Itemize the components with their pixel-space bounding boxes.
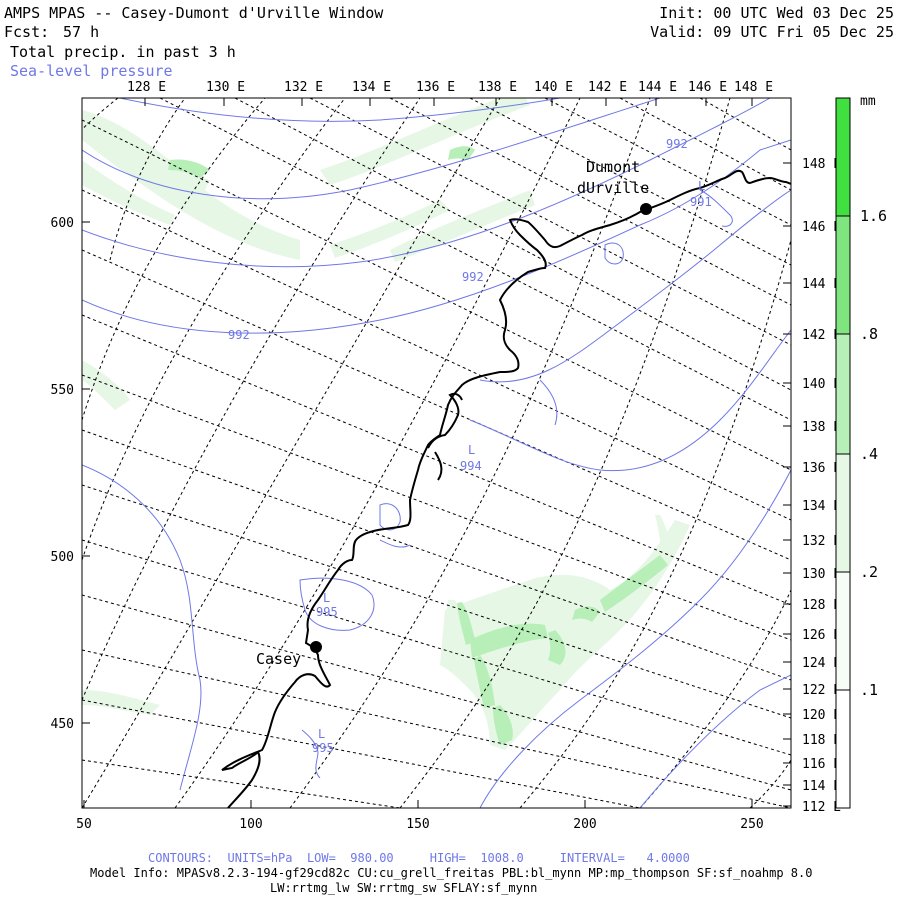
colorbar: mm .1 .2 .4 .8 1.6 (835, 94, 887, 809)
low-marker: L (468, 443, 475, 457)
colorbar-tick: .1 (860, 681, 878, 699)
colorbar-segment (836, 98, 850, 216)
precip-shading (82, 98, 690, 750)
coastline (221, 169, 791, 808)
forecast-hour: 57 h (63, 23, 100, 41)
lat-label: 116 E (802, 757, 841, 772)
field-name: Total precip. in past 3 h (10, 43, 236, 61)
lat-label: 120 E (802, 708, 841, 723)
contour-label: 991 (690, 195, 712, 209)
lon-label: 136 E (416, 80, 455, 95)
lat-label: 132 E (802, 534, 841, 549)
overlay-name: Sea-level pressure (10, 62, 173, 80)
colorbar-segment (836, 572, 850, 690)
lat-label: 128 E (802, 598, 841, 613)
lat-label: 140 E (802, 377, 841, 392)
colorbar-unit: mm (860, 94, 876, 109)
casey-station-marker (310, 641, 322, 653)
lon-label: 130 E (206, 80, 245, 95)
lon-label: 132 E (284, 80, 323, 95)
model-info-line2: LW:rrtmg_lw SW:rrtmg_sw SFLAY:sf_mynn (270, 881, 538, 895)
casey-label: Casey (256, 650, 301, 668)
lat-label: 130 E (802, 567, 841, 582)
lon-label: 138 E (478, 80, 517, 95)
valid-time: Valid: 09 UTC Fri 05 Dec 25 (650, 23, 894, 41)
dumont-label-line1: Dumont (586, 158, 640, 176)
lon-label: 144 E (638, 80, 677, 95)
dumont-label-line2: dUrville (577, 179, 649, 197)
graticule (82, 98, 791, 808)
low-marker: L (698, 179, 705, 193)
lat-label: 134 E (802, 499, 841, 514)
lat-label: 148 E (802, 157, 841, 172)
lon-label: 142 E (588, 80, 627, 95)
colorbar-tick: 1.6 (860, 207, 887, 225)
lon-label: 128 E (127, 80, 166, 95)
contour-label: 994 (460, 459, 482, 473)
colorbar-tick: .8 (860, 325, 878, 343)
x-tick-label: 200 (573, 817, 596, 832)
bottom-x-labels: 50 100 150 200 250 (76, 817, 764, 832)
x-tick-label: 250 (740, 817, 763, 832)
contour-label: 995 (316, 605, 338, 619)
lat-label: 144 E (802, 277, 841, 292)
lat-label: 112 E (802, 800, 841, 815)
colorbar-tick: .4 (860, 445, 878, 463)
lat-label: 118 E (802, 733, 841, 748)
low-marker: L (318, 727, 325, 741)
lon-label: 140 E (534, 80, 573, 95)
lat-label: 122 E (802, 683, 841, 698)
colorbar-segment (836, 690, 850, 808)
lat-label: 138 E (802, 420, 841, 435)
y-tick-label: 450 (51, 717, 74, 732)
x-tick-label: 100 (239, 817, 262, 832)
lat-label: 146 E (802, 220, 841, 235)
lon-label: 134 E (352, 80, 391, 95)
forecast-label: Fcst: (4, 23, 50, 41)
y-tick-label: 600 (51, 216, 74, 231)
left-y-labels: 600 550 500 450 (51, 216, 74, 732)
map-title: AMPS MPAS -- Casey-Dumont d'Urville Wind… (4, 4, 384, 22)
x-tick-label: 50 (76, 817, 92, 832)
low-marker: L (323, 591, 330, 605)
colorbar-segment (836, 454, 850, 572)
contour-label: 995 (312, 741, 334, 755)
lat-label: 136 E (802, 461, 841, 476)
colorbar-segment (836, 334, 850, 454)
pressure-contours (82, 98, 791, 808)
right-lat-labels: 148 E 146 E 144 E 142 E 140 E 138 E 136 … (802, 157, 841, 815)
contour-label: 992 (462, 270, 484, 284)
lat-label: 124 E (802, 656, 841, 671)
lon-label: 148 E (734, 80, 773, 95)
y-tick-label: 500 (51, 550, 74, 565)
contour-label: 992 (666, 137, 688, 151)
lat-label: 126 E (802, 628, 841, 643)
x-tick-label: 150 (406, 817, 429, 832)
colorbar-segment (836, 216, 850, 334)
lon-label: 146 E (688, 80, 727, 95)
lat-label: 142 E (802, 328, 841, 343)
top-lon-labels: 128 E 130 E 132 E 134 E 136 E 138 E 140 … (127, 80, 773, 95)
y-tick-label: 550 (51, 383, 74, 398)
init-time: Init: 00 UTC Wed 03 Dec 25 (659, 4, 894, 22)
dumont-durville-station-marker (640, 203, 652, 215)
lat-label: 114 E (802, 779, 841, 794)
plot-frame (81, 97, 792, 809)
model-info: Model Info: MPASv8.2.3-194-gf29cd82c CU:… (90, 866, 813, 880)
contour-label: 992 (228, 328, 250, 342)
colorbar-tick: .2 (860, 563, 878, 581)
contour-info: CONTOURS: UNITS=hPa LOW= 980.00 HIGH= 10… (148, 851, 690, 865)
